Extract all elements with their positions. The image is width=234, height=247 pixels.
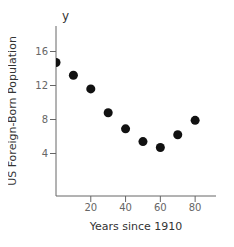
svg-text:16: 16 <box>35 46 48 57</box>
svg-text:20: 20 <box>84 202 97 213</box>
svg-text:40: 40 <box>119 202 132 213</box>
svg-text:Years since 1910: Years since 1910 <box>89 220 183 233</box>
svg-text:60: 60 <box>154 202 167 213</box>
svg-text:12: 12 <box>35 80 48 91</box>
svg-text:US Foreign-Born Population: US Foreign-Born Population <box>8 36 19 186</box>
svg-text:80: 80 <box>189 202 202 213</box>
svg-text:8: 8 <box>42 114 48 125</box>
svg-text:4: 4 <box>42 148 48 159</box>
html-text:y: y <box>62 9 70 23</box>
